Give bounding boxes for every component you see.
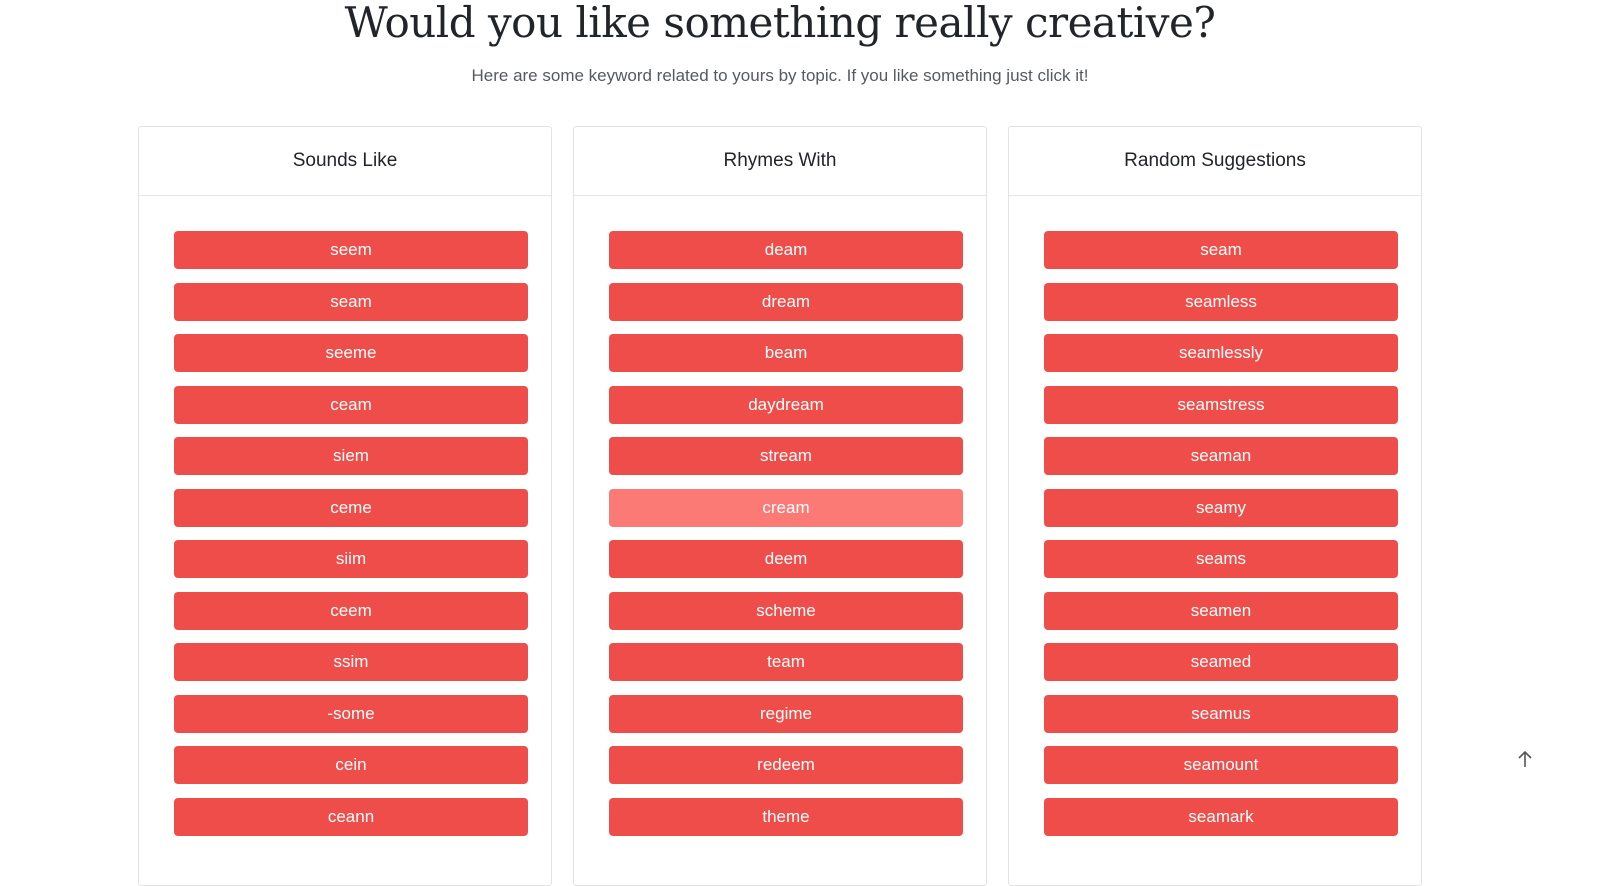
keyword-button[interactable]: seeme [174,334,528,372]
keyword-button[interactable]: seamus [1044,694,1398,733]
keyword-button[interactable]: ceann [174,797,528,836]
keyword-button[interactable]: ssim [174,643,528,681]
keyword-button[interactable]: beam [609,334,963,372]
keyword-button[interactable]: regime [609,694,963,733]
random-suggestions-card: Random Suggestions seam seamless seamles… [1008,126,1422,886]
card-title: Rhymes With [574,127,986,196]
keyword-button[interactable]: team [609,643,963,681]
keyword-button[interactable]: deam [609,231,963,269]
arrow-up-icon [1518,750,1532,767]
page-subtitle: Here are some keyword related to yours b… [471,66,1089,85]
keyword-button[interactable]: seamy [1044,488,1398,527]
keyword-button[interactable]: seam [1044,231,1398,269]
keyword-button[interactable]: ceme [174,488,528,527]
keyword-button[interactable]: daydream [609,385,963,424]
keyword-button[interactable]: dream [609,282,963,321]
page-title: Would you like something really creative… [344,0,1216,47]
keyword-button[interactable]: theme [609,797,963,836]
keyword-button[interactable]: -some [174,694,528,733]
keyword-button[interactable]: seem [174,231,528,269]
keyword-button[interactable]: siim [174,540,528,578]
card-title: Sounds Like [139,127,551,196]
keyword-button[interactable]: scheme [609,591,963,630]
sounds-like-card: Sounds Like seem seam seeme ceam siem ce… [138,126,552,886]
keyword-button[interactable]: ceam [174,385,528,424]
keyword-button[interactable]: cein [174,746,528,784]
rhymes-with-card: Rhymes With deam dream beam daydream str… [573,126,987,886]
keyword-button[interactable]: seamlessly [1044,334,1398,372]
keyword-list: seem seam seeme ceam siem ceme siim ceem… [139,196,551,836]
keyword-button[interactable]: seamount [1044,746,1398,784]
keyword-button[interactable]: siem [174,437,528,475]
keyword-button[interactable]: redeem [609,746,963,784]
keyword-button[interactable]: seamark [1044,797,1398,836]
keyword-button-hovered[interactable]: cream [609,488,963,527]
scroll-to-top-button[interactable] [1514,748,1536,770]
keyword-button[interactable]: seamen [1044,591,1398,630]
keyword-list: seam seamless seamlessly seamstress seam… [1009,196,1421,836]
keyword-button[interactable]: seamless [1044,282,1398,321]
keyword-button[interactable]: seaman [1044,437,1398,475]
keyword-button[interactable]: seam [174,282,528,321]
card-title: Random Suggestions [1009,127,1421,196]
keyword-button[interactable]: seams [1044,540,1398,578]
keyword-button[interactable]: seamed [1044,643,1398,681]
keyword-button[interactable]: stream [609,437,963,475]
keyword-button[interactable]: ceem [174,591,528,630]
keyword-button[interactable]: seamstress [1044,385,1398,424]
keyword-list: deam dream beam daydream stream cream de… [574,196,986,836]
keyword-button[interactable]: deem [609,540,963,578]
